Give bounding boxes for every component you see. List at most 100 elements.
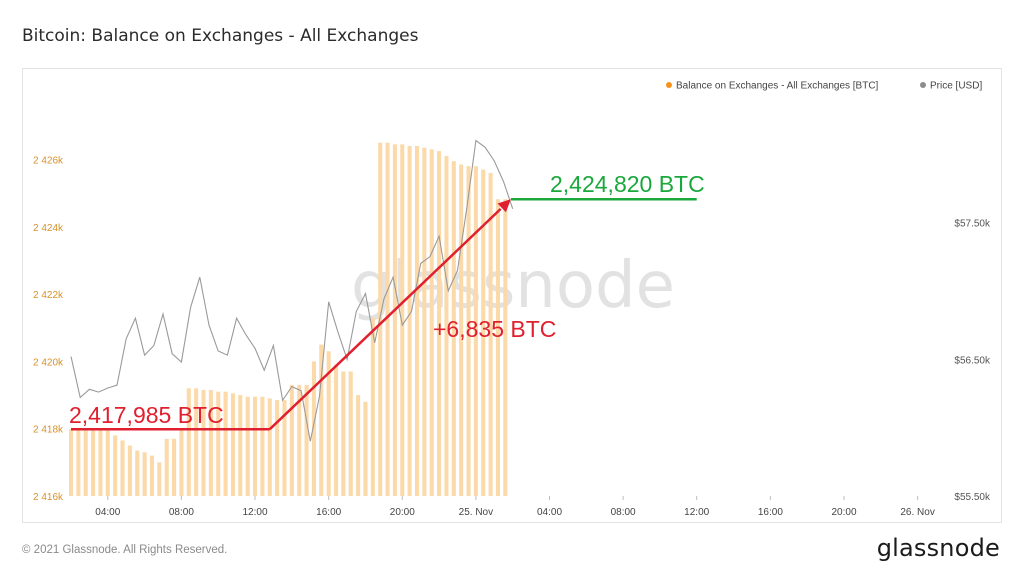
balance-bar <box>76 429 81 496</box>
balance-bar <box>142 452 147 496</box>
x-tick-label: 12:00 <box>242 507 267 518</box>
balance-bar <box>481 169 486 496</box>
balance-bar <box>194 388 199 496</box>
balance-bar <box>127 445 132 496</box>
balance-bar <box>275 400 280 496</box>
y-left-tick-label: 2 418k <box>33 425 64 436</box>
balance-bar <box>422 147 427 496</box>
balance-bar <box>238 395 243 496</box>
balance-bar <box>297 384 302 496</box>
balance-bar <box>149 455 154 496</box>
balance-bar <box>304 384 309 496</box>
balance-bar <box>459 164 464 496</box>
y-left-tick-label: 2 424k <box>33 223 64 234</box>
start-balance-label: 2,417,985 BTC <box>69 402 224 428</box>
balance-bar <box>216 391 221 496</box>
legend-label-balance: Balance on Exchanges - All Exchanges [BT… <box>676 81 879 92</box>
annotation-layer: 2,417,985 BTC 2,424,820 BTC +6,835 BTC <box>69 171 705 431</box>
x-tick-label: 26. Nov <box>900 507 934 518</box>
x-tick-label: 08:00 <box>611 507 636 518</box>
price-line <box>70 139 514 442</box>
balance-bar <box>105 430 110 496</box>
balance-bar <box>473 166 478 496</box>
y-left-tick-label: 2 420k <box>33 357 64 368</box>
balance-bar <box>186 388 191 496</box>
balance-bar <box>437 151 442 496</box>
balance-bar <box>385 142 390 496</box>
balance-bar <box>230 393 235 496</box>
balance-bar <box>503 199 508 496</box>
x-tick-label: 04:00 <box>537 507 562 518</box>
x-tick-label: 04:00 <box>95 507 120 518</box>
axis-layer: 2 416k 2 418k 2 420k 2 422k 2 424k 2 426k $55.… <box>33 156 991 519</box>
balance-bar <box>466 166 471 496</box>
balance-bar <box>289 384 294 496</box>
end-balance-label: 2,424,820 BTC <box>550 171 705 197</box>
y-left-tick-label: 2 416k <box>33 492 64 503</box>
change-arrow-shaft <box>268 207 502 431</box>
change-label: +6,835 BTC <box>433 316 556 342</box>
balance-bar <box>68 429 74 496</box>
balance-bar <box>311 361 316 496</box>
balance-bar <box>429 149 434 496</box>
page-title: Bitcoin: Balance on Exchanges - All Exch… <box>22 26 419 46</box>
balance-bar <box>135 450 140 496</box>
price-layer <box>70 139 514 442</box>
balance-bar <box>400 144 405 496</box>
balance-bar <box>334 364 339 496</box>
legend: Balance on Exchanges - All Exchanges [BT… <box>666 81 982 92</box>
y-right-tick-label: $57.50k <box>954 219 991 230</box>
balance-bar <box>341 371 346 496</box>
x-tick-label: 20:00 <box>390 507 415 518</box>
x-tick-label: 08:00 <box>169 507 194 518</box>
x-tick-label: 16:00 <box>758 507 783 518</box>
balance-bar <box>253 396 258 496</box>
balance-bar <box>260 396 265 496</box>
balance-bar <box>348 371 353 496</box>
balance-bar <box>179 428 184 496</box>
balance-bar <box>245 396 250 496</box>
y-right-tick-label: $56.50k <box>954 355 991 366</box>
balance-bar <box>120 440 125 496</box>
balance-bar <box>392 144 397 496</box>
chart-card: glassnode 2 416k 2 418k 2 420k 2 422k 2 424k… <box>22 68 1002 523</box>
balance-bar <box>98 430 103 496</box>
balance-bar <box>451 161 456 496</box>
balance-bar <box>267 398 272 496</box>
legend-label-price: Price [USD] <box>930 81 982 92</box>
watermark-text: glassnode <box>351 249 675 323</box>
x-tick-label: 25. Nov <box>459 507 493 518</box>
balance-bar <box>488 172 493 496</box>
bars-layer <box>68 142 508 497</box>
balance-bar <box>282 400 287 496</box>
balance-bar <box>157 462 162 496</box>
balance-bar <box>164 438 169 496</box>
balance-bar <box>201 390 206 496</box>
x-tick-label: 20:00 <box>831 507 856 518</box>
x-tick-label: 16:00 <box>316 507 341 518</box>
balance-bar <box>83 429 88 496</box>
balance-bar <box>223 391 228 496</box>
glassnode-logo: glassnode <box>876 534 1000 562</box>
legend-marker-price <box>920 82 926 88</box>
balance-bar <box>208 390 213 496</box>
balance-bar <box>113 435 118 496</box>
balance-bar <box>414 146 420 496</box>
balance-bar <box>495 199 500 496</box>
balance-bar <box>356 395 361 496</box>
balance-bar <box>319 344 324 496</box>
balance-bar <box>444 156 449 497</box>
change-arrow-head <box>497 199 511 213</box>
legend-marker-balance <box>666 82 672 88</box>
x-tick-label: 12:00 <box>684 507 709 518</box>
balance-bar <box>407 146 412 496</box>
balance-bar <box>363 401 368 496</box>
balance-bar <box>91 429 96 496</box>
copyright-footer: © 2021 Glassnode. All Rights Reserved. <box>22 544 228 556</box>
balance-bar <box>172 438 177 496</box>
balance-bar <box>370 317 375 496</box>
y-right-tick-label: $55.50k <box>954 492 991 503</box>
balance-chart: glassnode 2 416k 2 418k 2 420k 2 422k 2 424k… <box>33 81 991 519</box>
y-left-tick-label: 2 426k <box>33 156 64 167</box>
balance-bar <box>326 351 331 496</box>
